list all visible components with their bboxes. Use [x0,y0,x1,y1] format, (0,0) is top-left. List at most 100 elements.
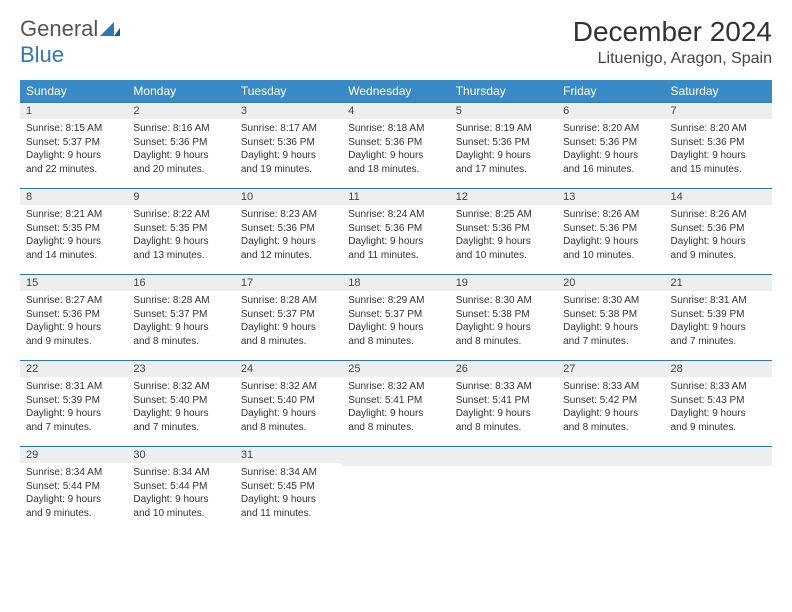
daylight-text-1: Daylight: 9 hours [26,149,121,163]
daylight-text-2: and 11 minutes. [348,249,443,263]
daylight-text-1: Daylight: 9 hours [133,149,228,163]
sunset-text: Sunset: 5:39 PM [671,308,766,322]
day-details: Sunrise: 8:33 AMSunset: 5:42 PMDaylight:… [557,377,664,438]
daylight-text-2: and 10 minutes. [456,249,551,263]
daylight-text-1: Daylight: 9 hours [456,321,551,335]
day-cell: 5Sunrise: 8:19 AMSunset: 5:36 PMDaylight… [450,102,557,188]
day-details: Sunrise: 8:31 AMSunset: 5:39 PMDaylight:… [665,291,772,352]
day-cell: 30Sunrise: 8:34 AMSunset: 5:44 PMDayligh… [127,446,234,532]
weekday-row: Sunday Monday Tuesday Wednesday Thursday… [20,80,772,102]
day-number: 29 [20,446,127,463]
daylight-text-1: Daylight: 9 hours [671,321,766,335]
day-number: 8 [20,188,127,205]
day-number [665,446,772,466]
sunrise-text: Sunrise: 8:31 AM [26,380,121,394]
daylight-text-1: Daylight: 9 hours [241,493,336,507]
title-block: December 2024 Lituenigo, Aragon, Spain [573,16,772,68]
weekday-header: Wednesday [342,80,449,102]
day-cell: 4Sunrise: 8:18 AMSunset: 5:36 PMDaylight… [342,102,449,188]
day-details: Sunrise: 8:25 AMSunset: 5:36 PMDaylight:… [450,205,557,266]
day-cell: 11Sunrise: 8:24 AMSunset: 5:36 PMDayligh… [342,188,449,274]
sunset-text: Sunset: 5:38 PM [563,308,658,322]
brand-word1: General [20,16,98,41]
sunset-text: Sunset: 5:36 PM [241,222,336,236]
day-number: 24 [235,360,342,377]
daylight-text-2: and 10 minutes. [133,507,228,521]
daylight-text-1: Daylight: 9 hours [241,321,336,335]
sunrise-text: Sunrise: 8:25 AM [456,208,551,222]
daylight-text-1: Daylight: 9 hours [563,321,658,335]
day-number: 23 [127,360,234,377]
sunrise-text: Sunrise: 8:30 AM [456,294,551,308]
sunset-text: Sunset: 5:44 PM [26,480,121,494]
sunrise-text: Sunrise: 8:26 AM [671,208,766,222]
sunset-text: Sunset: 5:36 PM [348,222,443,236]
week-row: 22Sunrise: 8:31 AMSunset: 5:39 PMDayligh… [20,360,772,446]
month-title: December 2024 [573,16,772,48]
day-number: 2 [127,102,234,119]
calendar-table: Sunday Monday Tuesday Wednesday Thursday… [20,80,772,532]
sunset-text: Sunset: 5:41 PM [348,394,443,408]
sunrise-text: Sunrise: 8:28 AM [133,294,228,308]
sunrise-text: Sunrise: 8:15 AM [26,122,121,136]
day-details: Sunrise: 8:24 AMSunset: 5:36 PMDaylight:… [342,205,449,266]
daylight-text-2: and 17 minutes. [456,163,551,177]
sunrise-text: Sunrise: 8:22 AM [133,208,228,222]
day-number: 4 [342,102,449,119]
day-cell: 17Sunrise: 8:28 AMSunset: 5:37 PMDayligh… [235,274,342,360]
day-details: Sunrise: 8:34 AMSunset: 5:45 PMDaylight:… [235,463,342,524]
weekday-header: Saturday [665,80,772,102]
day-details: Sunrise: 8:15 AMSunset: 5:37 PMDaylight:… [20,119,127,180]
sunset-text: Sunset: 5:39 PM [26,394,121,408]
sunrise-text: Sunrise: 8:27 AM [26,294,121,308]
day-cell: 2Sunrise: 8:16 AMSunset: 5:36 PMDaylight… [127,102,234,188]
daylight-text-2: and 13 minutes. [133,249,228,263]
weekday-header: Monday [127,80,234,102]
sunset-text: Sunset: 5:36 PM [26,308,121,322]
day-details: Sunrise: 8:18 AMSunset: 5:36 PMDaylight:… [342,119,449,180]
day-number [557,446,664,466]
daylight-text-2: and 20 minutes. [133,163,228,177]
day-cell: 10Sunrise: 8:23 AMSunset: 5:36 PMDayligh… [235,188,342,274]
sunrise-text: Sunrise: 8:31 AM [671,294,766,308]
day-cell: 24Sunrise: 8:32 AMSunset: 5:40 PMDayligh… [235,360,342,446]
daylight-text-2: and 8 minutes. [348,335,443,349]
day-cell: 28Sunrise: 8:33 AMSunset: 5:43 PMDayligh… [665,360,772,446]
sunrise-text: Sunrise: 8:18 AM [348,122,443,136]
daylight-text-1: Daylight: 9 hours [133,235,228,249]
sunset-text: Sunset: 5:44 PM [133,480,228,494]
day-number: 15 [20,274,127,291]
sunrise-text: Sunrise: 8:30 AM [563,294,658,308]
day-details: Sunrise: 8:17 AMSunset: 5:36 PMDaylight:… [235,119,342,180]
sunrise-text: Sunrise: 8:23 AM [241,208,336,222]
sunset-text: Sunset: 5:36 PM [241,136,336,150]
daylight-text-2: and 8 minutes. [241,335,336,349]
daylight-text-1: Daylight: 9 hours [348,235,443,249]
sunset-text: Sunset: 5:36 PM [563,136,658,150]
sunset-text: Sunset: 5:40 PM [133,394,228,408]
sunrise-text: Sunrise: 8:28 AM [241,294,336,308]
day-cell: 9Sunrise: 8:22 AMSunset: 5:35 PMDaylight… [127,188,234,274]
daylight-text-1: Daylight: 9 hours [456,149,551,163]
week-row: 1Sunrise: 8:15 AMSunset: 5:37 PMDaylight… [20,102,772,188]
day-details: Sunrise: 8:30 AMSunset: 5:38 PMDaylight:… [450,291,557,352]
day-cell: 12Sunrise: 8:25 AMSunset: 5:36 PMDayligh… [450,188,557,274]
sunrise-text: Sunrise: 8:17 AM [241,122,336,136]
day-number: 20 [557,274,664,291]
day-cell: 1Sunrise: 8:15 AMSunset: 5:37 PMDaylight… [20,102,127,188]
week-row: 15 Sunrise: 8:27 AMSunset: 5:36 PM Dayligh… [20,274,772,360]
day-details: Sunrise: 8:30 AMSunset: 5:38 PMDaylight:… [557,291,664,352]
day-cell: 20Sunrise: 8:30 AMSunset: 5:38 PMDayligh… [557,274,664,360]
sunset-text: Sunset: 5:36 PM [456,222,551,236]
day-cell: 3Sunrise: 8:17 AMSunset: 5:36 PMDaylight… [235,102,342,188]
day-cell: 6Sunrise: 8:20 AMSunset: 5:36 PMDaylight… [557,102,664,188]
day-details: Sunrise: 8:16 AMSunset: 5:36 PMDaylight:… [127,119,234,180]
day-details: Sunrise: 8:20 AMSunset: 5:36 PMDaylight:… [557,119,664,180]
day-number: 12 [450,188,557,205]
day-details: Sunrise: 8:34 AMSunset: 5:44 PMDaylight:… [20,463,127,524]
day-number: 7 [665,102,772,119]
day-details: Sunrise: 8:22 AMSunset: 5:35 PMDaylight:… [127,205,234,266]
daylight-text-2: and 15 minutes. [671,163,766,177]
day-details: Sunrise: 8:34 AMSunset: 5:44 PMDaylight:… [127,463,234,524]
day-number: 11 [342,188,449,205]
